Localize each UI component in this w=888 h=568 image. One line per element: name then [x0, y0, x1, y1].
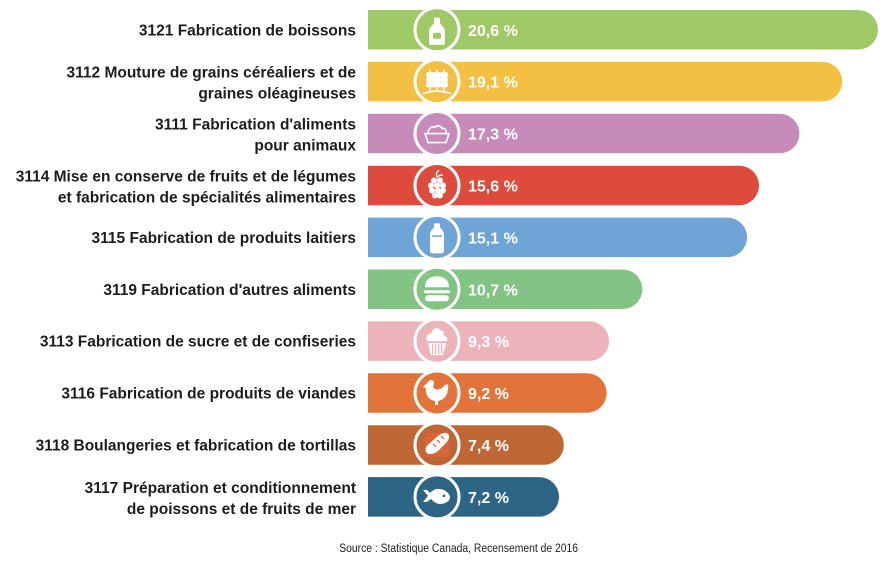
milk-bottle-icon	[413, 213, 461, 261]
value-label: 7,4 %	[468, 438, 509, 455]
bar-group: 17,3 % 3111 Fabrication d'aliments pour an…	[155, 110, 800, 158]
category-label: 3116 Fabrication de produits de viandes	[61, 386, 356, 403]
category-label: 3114 Mise en conserve de fruits et de lé…	[16, 168, 356, 206]
bar-group: 19,1 % 3112 Mouture de grains céréaliers …	[67, 58, 843, 106]
burger-icon	[413, 265, 461, 313]
bottle-icon	[413, 6, 461, 54]
bar-group: 15,1 % 3115 Fabrication de produits laiti…	[92, 213, 748, 261]
bar	[368, 425, 564, 465]
bar-group: 10,7 % 3119 Fabrication d'autres aliments	[103, 265, 643, 313]
bar-group: 7,4 % 3118 Boulangeries et fabrication de…	[36, 421, 564, 469]
value-label: 7,2 %	[468, 490, 509, 507]
category-label: 3115 Fabrication de produits laitiers	[92, 230, 356, 247]
source-note: Source : Statistique Canada, Recensement…	[339, 543, 578, 555]
category-label: 3117 Préparation et conditionnement de po…	[85, 480, 356, 518]
bar	[368, 113, 800, 154]
pet-bowl-icon	[413, 110, 461, 158]
value-label: 17,3 %	[468, 127, 518, 144]
value-label: 10,7 %	[468, 282, 518, 299]
cupcake-icon	[413, 317, 461, 365]
value-label: 20,6 %	[468, 23, 518, 40]
bar-group: 20,6 % 3121 Fabrication de boissons	[139, 6, 878, 54]
fish-icon	[413, 473, 461, 521]
value-label: 9,3 %	[468, 334, 509, 351]
value-label: 19,1 %	[468, 75, 518, 92]
category-label: 3118 Boulangeries et fabrication de tort…	[36, 437, 356, 454]
category-label: 3112 Mouture de grains céréaliers et de g…	[67, 65, 357, 103]
bar-group: 7,2 % 3117 Préparation et conditionnement…	[85, 473, 560, 521]
value-label: 9,2 %	[468, 386, 509, 403]
raspberry-icon	[413, 161, 461, 209]
bar	[367, 165, 759, 206]
bread-icon	[413, 421, 461, 469]
bar	[367, 10, 878, 50]
bar-group: 9,2 % 3116 Fabrication de produits de via…	[61, 369, 607, 417]
bar-group: 9,3 % 3113 Fabrication de sucre et de con…	[40, 317, 610, 365]
bar-group: 15,6 % 3114 Mise en conserve de fruits et…	[16, 161, 759, 209]
bar	[368, 61, 843, 102]
bar	[368, 477, 560, 517]
chicken-icon	[413, 369, 461, 417]
bar	[367, 217, 748, 258]
category-label: 3113 Fabrication de sucre et de confiser…	[40, 334, 356, 351]
category-label: 3119 Fabrication d'autres aliments	[103, 282, 356, 299]
category-label: 3111 Fabrication d'aliments pour animaux	[155, 117, 356, 155]
value-label: 15,1 %	[468, 230, 518, 247]
category-label: 3121 Fabrication de boissons	[139, 22, 356, 39]
wheat-icon	[413, 58, 461, 106]
value-label: 15,6 %	[468, 178, 518, 195]
